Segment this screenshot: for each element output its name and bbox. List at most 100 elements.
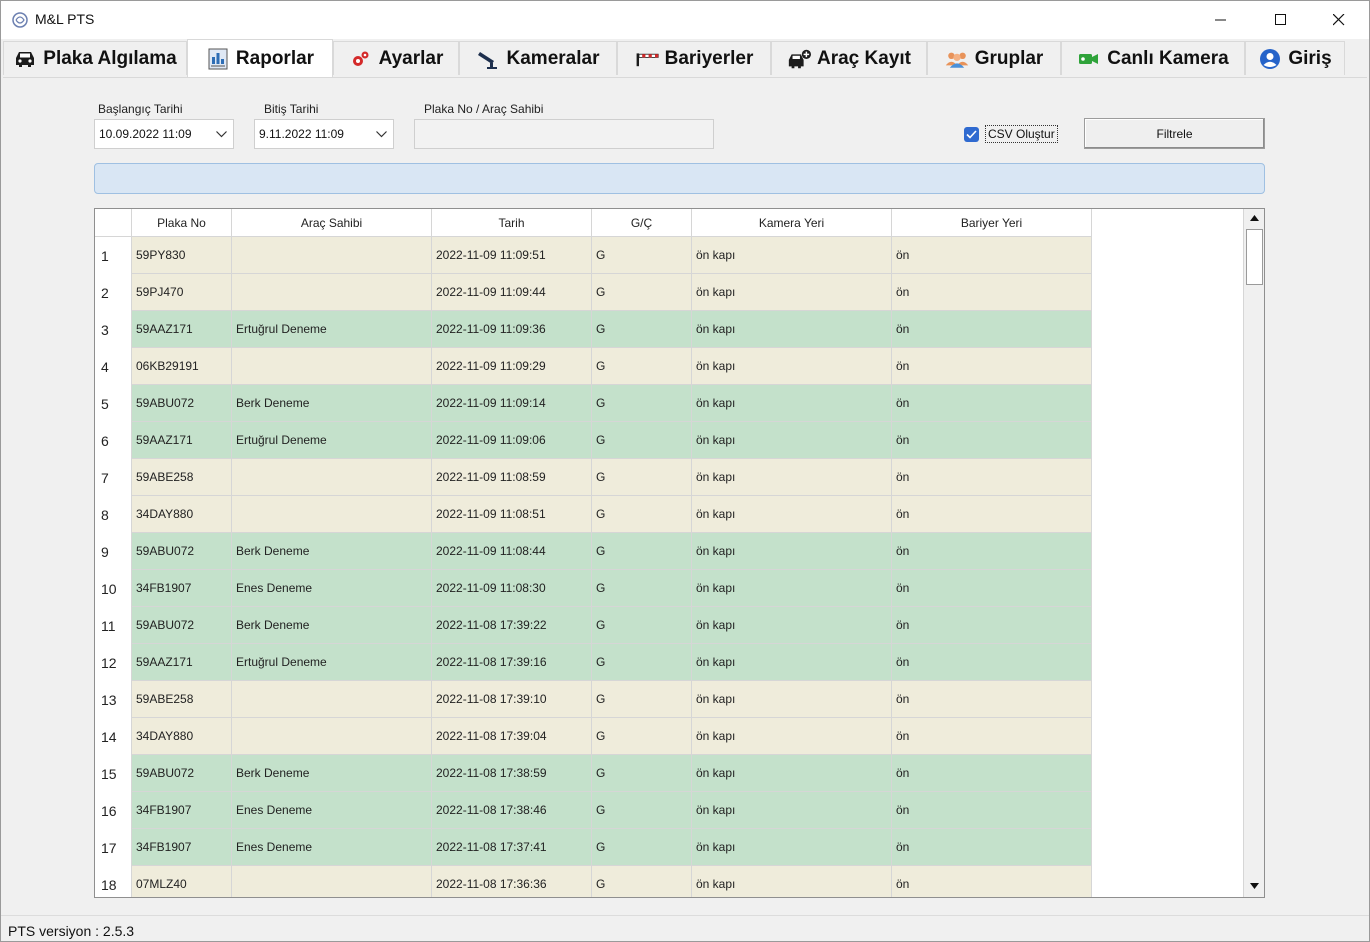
cell-owner[interactable] [232,496,432,533]
minimize-button[interactable] [1191,1,1251,39]
cell-barrier[interactable]: ön [892,570,1092,607]
cell-owner[interactable]: Enes Deneme [232,792,432,829]
cell-camera[interactable]: ön kapı [692,422,892,459]
cell-io[interactable]: G [592,755,692,792]
row-number[interactable]: 4 [95,348,132,385]
cell-date[interactable]: 2022-11-08 17:39:04 [432,718,592,755]
cell-camera[interactable]: ön kapı [692,459,892,496]
cell-date[interactable]: 2022-11-09 11:09:51 [432,237,592,274]
plate-owner-input[interactable] [414,119,714,149]
row-number[interactable]: 13 [95,681,132,718]
cell-plate[interactable]: 59ABE258 [132,681,232,718]
cell-date[interactable]: 2022-11-08 17:39:22 [432,607,592,644]
cell-owner[interactable]: Ertuğrul Deneme [232,311,432,348]
cell-date[interactable]: 2022-11-09 11:09:44 [432,274,592,311]
cell-plate[interactable]: 59AAZ171 [132,311,232,348]
tab-arac-kayit[interactable]: Araç Kayıt [771,41,927,75]
cell-barrier[interactable]: ön [892,274,1092,311]
tab-kameralar[interactable]: Kameralar [459,41,617,75]
cell-camera[interactable]: ön kapı [692,274,892,311]
table-row[interactable]: 10 34FB1907 Enes Deneme 2022-11-09 11:08:30… [95,570,1092,607]
cell-io[interactable]: G [592,422,692,459]
cell-owner[interactable]: Ertuğrul Deneme [232,644,432,681]
row-number[interactable]: 15 [95,755,132,792]
cell-plate[interactable]: 34FB1907 [132,829,232,866]
cell-owner[interactable]: Enes Deneme [232,829,432,866]
column-header-camera[interactable]: Kamera Yeri [692,209,892,237]
cell-io[interactable]: G [592,718,692,755]
cell-barrier[interactable]: ön [892,496,1092,533]
cell-io[interactable]: G [592,607,692,644]
table-row[interactable]: 6 59AAZ171 Ertuğrul Deneme 2022-11-09 11:09… [95,422,1092,459]
cell-io[interactable]: G [592,829,692,866]
cell-io[interactable]: G [592,385,692,422]
cell-barrier[interactable]: ön [892,755,1092,792]
tab-giris[interactable]: Giriş [1245,41,1345,75]
cell-io[interactable]: G [592,644,692,681]
cell-barrier[interactable]: ön [892,829,1092,866]
table-row[interactable]: 5 59ABU072 Berk Deneme 2022-11-09 11:09:14 G… [95,385,1092,422]
cell-barrier[interactable]: ön [892,607,1092,644]
cell-date[interactable]: 2022-11-08 17:37:41 [432,829,592,866]
chevron-down-icon[interactable] [209,120,233,148]
cell-owner[interactable]: Ertuğrul Deneme [232,422,432,459]
cell-plate[interactable]: 34FB1907 [132,792,232,829]
cell-barrier[interactable]: ön [892,348,1092,385]
table-row[interactable]: 15 59ABU072 Berk Deneme 2022-11-08 17:38:59… [95,755,1092,792]
cell-camera[interactable]: ön kapı [692,348,892,385]
cell-barrier[interactable]: ön [892,311,1092,348]
cell-owner[interactable] [232,866,432,897]
scroll-down-icon[interactable] [1244,877,1264,895]
cell-camera[interactable]: ön kapı [692,755,892,792]
cell-plate[interactable]: 59PY830 [132,237,232,274]
cell-owner[interactable] [232,681,432,718]
cell-plate[interactable]: 59ABU072 [132,533,232,570]
cell-plate[interactable]: 59ABU072 [132,755,232,792]
cell-camera[interactable]: ön kapı [692,385,892,422]
tab-bariyerler[interactable]: Bariyerler [617,41,771,75]
cell-date[interactable]: 2022-11-09 11:08:30 [432,570,592,607]
table-row[interactable]: 16 34FB1907 Enes Deneme 2022-11-08 17:38:46… [95,792,1092,829]
maximize-button[interactable] [1251,1,1311,39]
tab-gruplar[interactable]: Gruplar [927,41,1061,75]
cell-camera[interactable]: ön kapı [692,718,892,755]
filter-button[interactable]: Filtrele [1084,118,1265,149]
tab-raporlar[interactable]: Raporlar [187,39,333,77]
vertical-scrollbar[interactable] [1243,209,1264,897]
cell-plate[interactable]: 06KB29191 [132,348,232,385]
cell-io[interactable]: G [592,237,692,274]
table-row[interactable]: 3 59AAZ171 Ertuğrul Deneme 2022-11-09 11:09… [95,311,1092,348]
row-number[interactable]: 18 [95,866,132,897]
cell-plate[interactable]: 59PJ470 [132,274,232,311]
cell-camera[interactable]: ön kapı [692,644,892,681]
cell-plate[interactable]: 59AAZ171 [132,422,232,459]
table-row[interactable]: 17 34FB1907 Enes Deneme 2022-11-08 17:37:41… [95,829,1092,866]
tab-ayarlar[interactable]: Ayarlar [333,41,459,75]
start-date-picker[interactable]: 10.09.2022 11:09 [94,119,234,149]
cell-date[interactable]: 2022-11-09 11:08:51 [432,496,592,533]
cell-camera[interactable]: ön kapı [692,570,892,607]
cell-date[interactable]: 2022-11-08 17:39:16 [432,644,592,681]
cell-plate[interactable]: 59ABE258 [132,459,232,496]
column-header-owner[interactable]: Araç Sahibi [232,209,432,237]
close-button[interactable] [1309,1,1369,39]
cell-barrier[interactable]: ön [892,718,1092,755]
cell-camera[interactable]: ön kapı [692,496,892,533]
cell-owner[interactable] [232,348,432,385]
cell-io[interactable]: G [592,533,692,570]
cell-barrier[interactable]: ön [892,866,1092,897]
csv-option[interactable]: CSV Oluştur [964,125,1058,143]
cell-barrier[interactable]: ön [892,422,1092,459]
cell-io[interactable]: G [592,311,692,348]
cell-plate[interactable]: 59ABU072 [132,385,232,422]
row-number[interactable]: 12 [95,644,132,681]
cell-camera[interactable]: ön kapı [692,681,892,718]
cell-plate[interactable]: 34DAY880 [132,496,232,533]
cell-barrier[interactable]: ön [892,792,1092,829]
